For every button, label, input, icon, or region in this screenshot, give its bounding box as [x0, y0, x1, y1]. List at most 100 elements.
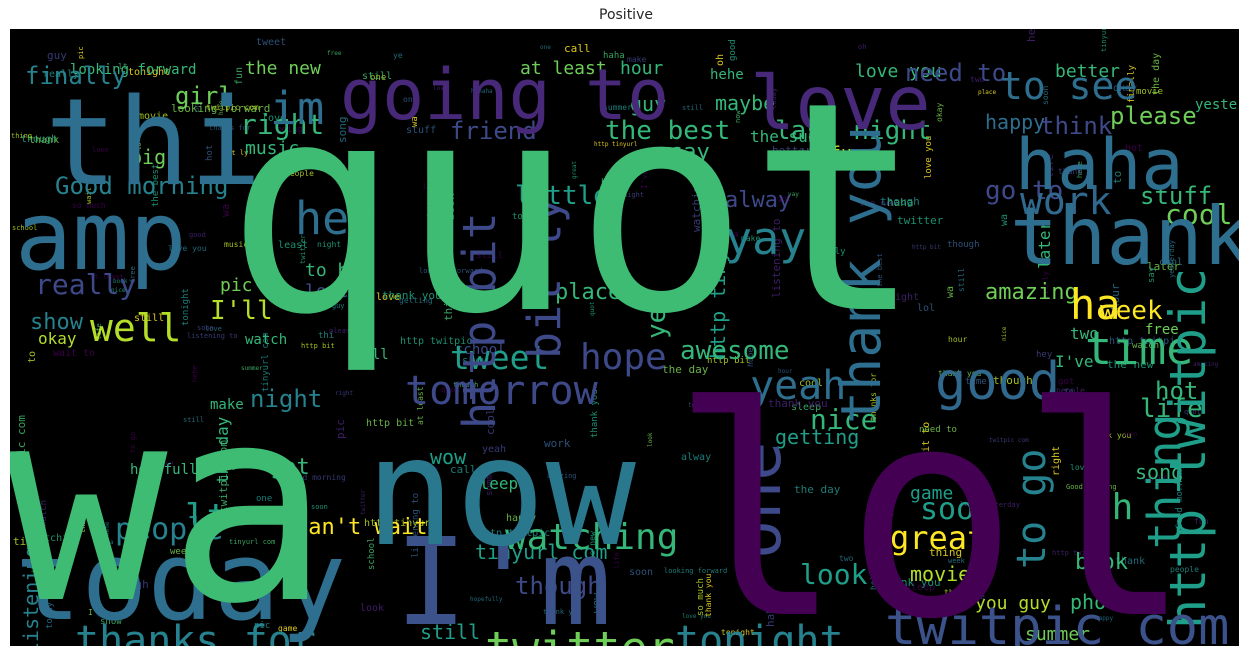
- filler-word: though: [947, 240, 980, 250]
- word-hey: hey: [295, 192, 376, 245]
- word-alway: alway: [725, 188, 791, 213]
- filler-word: listening to: [770, 219, 783, 298]
- word-tinyurl-com: tinyurl com: [475, 540, 607, 564]
- filler-word: week: [30, 557, 37, 572]
- filler-word: fun: [1194, 517, 1209, 526]
- filler-word: the day: [1151, 53, 1162, 95]
- filler-word: lol: [917, 303, 935, 314]
- filler-word: good: [189, 231, 206, 239]
- filler-word: guy: [47, 49, 67, 62]
- filler-word: better: [601, 178, 634, 188]
- filler-word: hot: [205, 145, 215, 161]
- filler-word: amazing: [547, 472, 577, 480]
- word-though: though: [515, 572, 602, 600]
- filler-word: stuff: [406, 125, 436, 136]
- filler-word: nice: [1001, 326, 1008, 341]
- filler-word: twitter: [897, 214, 944, 227]
- word-work: work: [1020, 179, 1112, 223]
- filler-word: thank: [1115, 556, 1145, 567]
- filler-word: quot: [441, 385, 460, 394]
- word-http-bit: http bit: [453, 212, 506, 429]
- filler-word: thing: [929, 546, 962, 559]
- word-hehe: hehe: [710, 67, 744, 83]
- word-lt: lt: [185, 497, 228, 538]
- word-maybe: maybe: [715, 91, 775, 115]
- word-soon: soon: [920, 492, 992, 527]
- filler-word: okay: [1113, 83, 1137, 94]
- filler-word: school: [367, 537, 377, 570]
- word-thank-you: thank you: [829, 126, 893, 424]
- filler-word: one: [427, 465, 438, 472]
- filler-word: photo: [795, 149, 825, 160]
- filler-word: work: [544, 437, 571, 450]
- filler-word: I'm: [88, 608, 103, 617]
- word-http-twitpic: http twitpic: [1159, 268, 1217, 629]
- filler-word: looking forward: [171, 102, 270, 115]
- filler-word: life: [95, 323, 103, 340]
- word-sleep: sleep: [470, 474, 518, 493]
- filler-word: later: [423, 183, 444, 191]
- filler-word: oh: [715, 54, 726, 66]
- filler-word: still: [957, 268, 966, 292]
- word-stuff: stuff: [1140, 182, 1212, 210]
- filler-word: wa: [999, 214, 1010, 226]
- word-last-night: last night: [775, 116, 932, 146]
- filler-word: lt: [531, 191, 539, 199]
- filler-word: week: [170, 547, 192, 557]
- chart-title: Positive: [599, 7, 653, 23]
- filler-word: tonight: [181, 288, 191, 326]
- filler-word: place: [978, 89, 996, 96]
- filler-word: week: [948, 557, 966, 565]
- word-hope: hope: [580, 337, 667, 378]
- filler-word: twitpic com: [206, 103, 259, 112]
- filler-word: quot: [1184, 408, 1201, 416]
- word-pic: pic: [220, 275, 253, 296]
- filler-word: please: [329, 327, 354, 335]
- filler-word: thing: [11, 132, 32, 140]
- filler-word: love: [92, 146, 109, 154]
- word-girl: girl: [175, 82, 233, 110]
- filler-word: watch: [39, 500, 49, 527]
- small-words-filler: still to life http tinyurl thank you song stuf…: [11, 29, 1219, 637]
- filler-word: free: [129, 266, 137, 283]
- word-got: got: [270, 455, 310, 480]
- filler-word: http twitpic: [1052, 549, 1103, 557]
- filler-word: quot: [589, 301, 596, 316]
- filler-word: still: [134, 313, 164, 324]
- filler-word: thank you: [1088, 431, 1132, 440]
- filler-word: http twitpic: [400, 336, 472, 347]
- filler-word: wait to: [921, 422, 932, 464]
- filler-word: pic: [77, 46, 85, 59]
- filler-word: I've: [150, 459, 174, 470]
- filler-word: hehe: [1076, 161, 1084, 178]
- filler-word: sleep: [791, 402, 821, 413]
- word-to-see: to see: [1000, 64, 1137, 108]
- filler-word: need to: [919, 425, 957, 435]
- word-make: make: [210, 397, 244, 413]
- filler-word: thi: [442, 301, 455, 321]
- filler-word: make: [968, 593, 985, 601]
- word-to-bed: to bed: [305, 260, 370, 281]
- word-i-ve: I've: [1055, 352, 1094, 371]
- filler-word: summer: [485, 463, 495, 496]
- filler-word: thanks for: [209, 124, 251, 132]
- filler-word: though: [993, 374, 1033, 387]
- filler-word: life: [1045, 154, 1056, 178]
- word-the-sun: the sun: [750, 127, 817, 146]
- word-okay: okay: [38, 329, 77, 348]
- filler-word: the new: [859, 199, 898, 209]
- filler-word: bit ly: [813, 247, 846, 257]
- filler-word: yay: [788, 191, 799, 198]
- word-awesome: awesome: [680, 336, 790, 366]
- word-thanks-for: thanks for: [75, 618, 316, 646]
- filler-word: watching: [690, 179, 703, 232]
- filler-word: soon: [1123, 431, 1138, 438]
- word-tomorrow: tomorrow: [405, 368, 599, 414]
- filler-word: though: [453, 381, 478, 389]
- filler-word: Good morning: [288, 473, 346, 482]
- filler-word: two: [970, 75, 985, 84]
- filler-word: got: [777, 194, 792, 203]
- word-little: little: [515, 181, 609, 211]
- word-can-t-wait: can't wait: [295, 515, 427, 540]
